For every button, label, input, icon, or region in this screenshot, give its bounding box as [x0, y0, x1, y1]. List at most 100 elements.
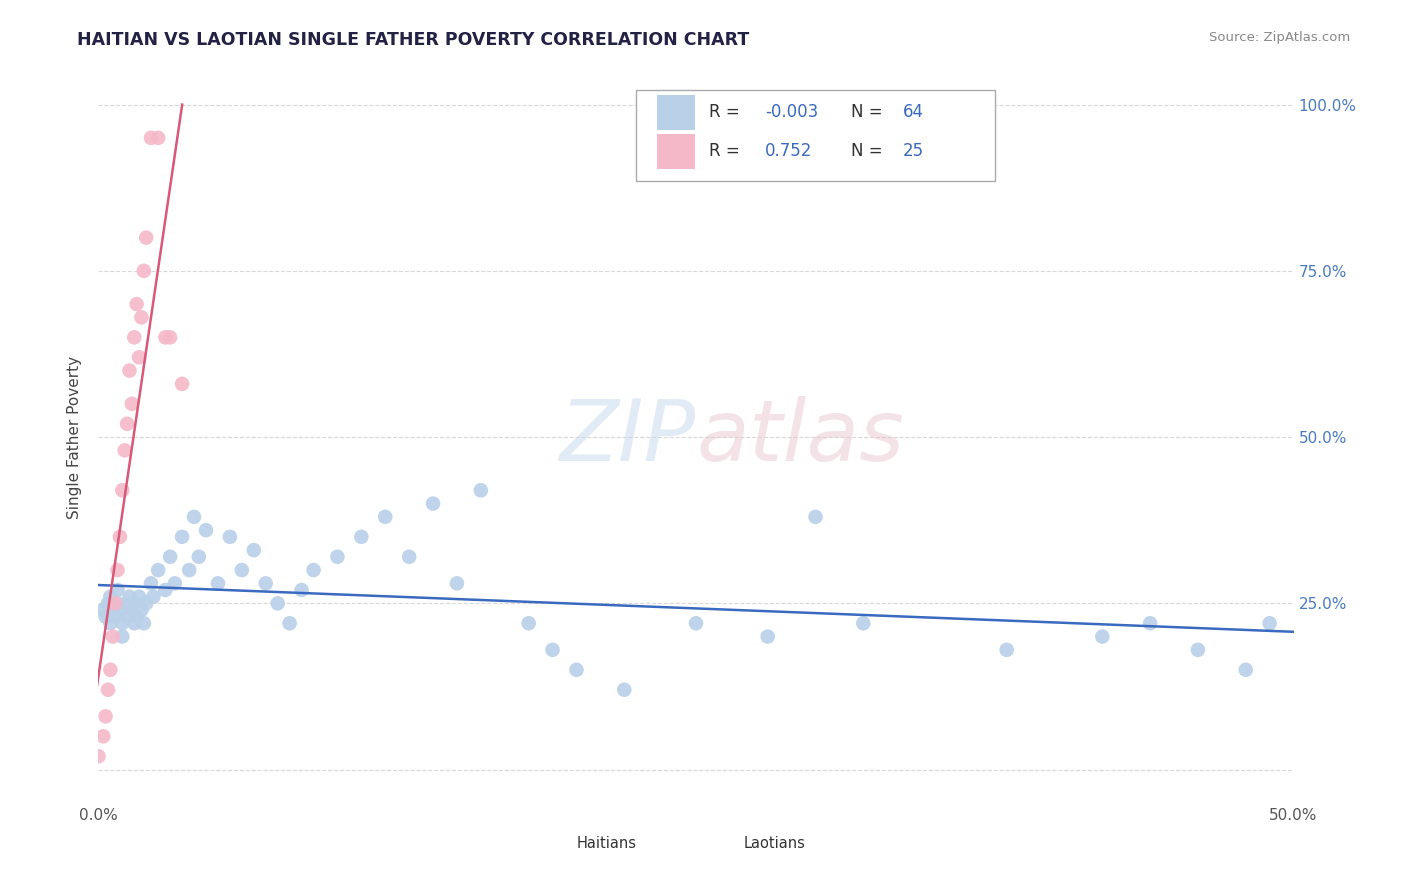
Point [278, 616, 301, 631]
Point [135, 596, 157, 610]
Text: Laotians: Laotians [744, 836, 806, 851]
Point [87, 749, 110, 764]
Text: Source: ZipAtlas.com: Source: ZipAtlas.com [1209, 31, 1350, 45]
Point [172, 530, 194, 544]
Point [94, 709, 117, 723]
Point [148, 131, 170, 145]
Point [291, 582, 314, 597]
Point [446, 576, 468, 591]
Point [155, 582, 177, 597]
Point [254, 576, 277, 591]
Text: ZIP: ZIP [560, 395, 696, 479]
Point [1139, 616, 1161, 631]
Point [541, 643, 564, 657]
Point [98, 590, 122, 604]
Point [422, 497, 444, 511]
Point [121, 603, 143, 617]
Point [115, 609, 138, 624]
Point [118, 363, 141, 377]
Point [98, 663, 122, 677]
Point [183, 509, 205, 524]
Point [243, 543, 266, 558]
Point [302, 563, 325, 577]
Point [613, 682, 636, 697]
Point [1234, 663, 1257, 677]
Point [111, 483, 134, 498]
Point [470, 483, 492, 498]
Point [108, 603, 131, 617]
Point [398, 549, 420, 564]
Text: N =: N = [852, 103, 889, 121]
Point [115, 596, 138, 610]
Point [115, 417, 138, 431]
Point [108, 530, 131, 544]
Point [159, 549, 181, 564]
Point [107, 596, 129, 610]
Text: 0.752: 0.752 [765, 142, 813, 160]
Text: Haitians: Haitians [576, 836, 637, 851]
Text: N =: N = [852, 142, 889, 160]
Point [111, 630, 134, 644]
Point [111, 616, 134, 631]
Point [995, 643, 1018, 657]
Point [118, 590, 141, 604]
Point [132, 264, 155, 278]
FancyBboxPatch shape [657, 95, 695, 130]
Point [187, 549, 209, 564]
Point [155, 330, 177, 344]
Point [267, 596, 290, 610]
Point [565, 663, 588, 677]
Point [207, 576, 229, 591]
Point [139, 131, 162, 145]
Point [124, 330, 146, 344]
Point [172, 376, 194, 391]
FancyBboxPatch shape [637, 90, 995, 181]
Point [91, 603, 114, 617]
Point [1187, 643, 1209, 657]
FancyBboxPatch shape [702, 829, 735, 858]
Text: 64: 64 [903, 103, 924, 121]
Point [159, 330, 181, 344]
Y-axis label: Single Father Poverty: Single Father Poverty [67, 356, 83, 518]
FancyBboxPatch shape [534, 829, 568, 858]
Point [139, 576, 162, 591]
Point [135, 230, 157, 244]
Text: HAITIAN VS LAOTIAN SINGLE FATHER POVERTY CORRELATION CHART: HAITIAN VS LAOTIAN SINGLE FATHER POVERTY… [77, 31, 749, 49]
Point [91, 729, 114, 743]
Text: atlas: atlas [696, 395, 904, 479]
Point [350, 530, 373, 544]
Point [128, 590, 150, 604]
Point [326, 549, 349, 564]
Point [756, 630, 779, 644]
Point [124, 616, 146, 631]
Point [94, 609, 117, 624]
Point [104, 609, 127, 624]
Point [231, 563, 253, 577]
Point [125, 297, 148, 311]
Point [114, 443, 136, 458]
Point [101, 630, 124, 644]
Point [374, 509, 396, 524]
Point [179, 563, 201, 577]
Text: 25: 25 [903, 142, 924, 160]
Point [195, 523, 218, 537]
Point [104, 596, 127, 610]
Point [131, 310, 153, 325]
Point [142, 590, 165, 604]
Point [1258, 616, 1281, 631]
Point [125, 609, 148, 624]
Point [1091, 630, 1114, 644]
Text: -0.003: -0.003 [765, 103, 818, 121]
Point [97, 682, 120, 697]
Text: R =: R = [709, 103, 745, 121]
Point [163, 576, 186, 591]
Point [685, 616, 707, 631]
Point [98, 616, 122, 631]
Point [517, 616, 540, 631]
Point [121, 397, 143, 411]
Point [107, 563, 129, 577]
Point [107, 582, 129, 597]
Point [852, 616, 875, 631]
Point [124, 596, 146, 610]
Point [132, 616, 155, 631]
